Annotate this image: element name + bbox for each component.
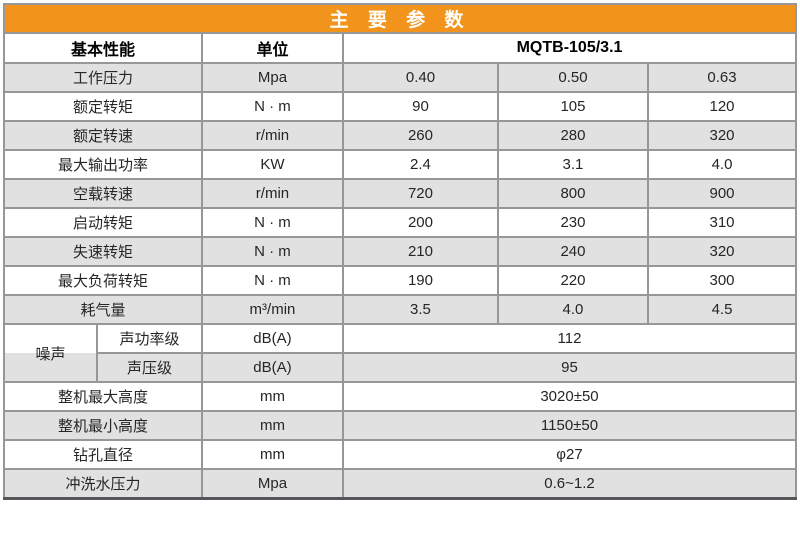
header-unit: 单位 <box>200 32 344 64</box>
noise-group-label: 噪声 <box>2 323 98 383</box>
row-max-machine-height: 整机最大高度 mm 3020±50 <box>2 381 798 412</box>
row-rated-torque: 额定转矩 N · m 90 105 120 <box>2 91 798 122</box>
row-unit: Mpa <box>200 468 344 499</box>
row-label: 启动转矩 <box>2 207 203 238</box>
row-value-2: 3.1 <box>496 149 649 180</box>
row-value-3: 4.0 <box>646 149 798 180</box>
row-label: 工作压力 <box>2 62 203 93</box>
row-label: 额定转速 <box>2 120 203 151</box>
row-value-merged: 3020±50 <box>341 381 798 412</box>
row-rated-speed: 额定转速 r/min 260 280 320 <box>2 120 798 151</box>
table-title: 主 要 参 数 <box>2 3 798 34</box>
row-value-1: 210 <box>341 236 499 267</box>
row-unit: N · m <box>200 207 344 238</box>
row-value-1: 90 <box>341 91 499 122</box>
row-label: 整机最大高度 <box>2 381 203 412</box>
row-flushing-water-pressure: 冲洗水压力 Mpa 0.6~1.2 <box>2 468 798 499</box>
row-value-3: 120 <box>646 91 798 122</box>
row-unit: dB(A) <box>200 323 344 354</box>
row-working-pressure: 工作压力 Mpa 0.40 0.50 0.63 <box>2 62 798 93</box>
row-value-3: 310 <box>646 207 798 238</box>
row-no-load-speed: 空载转速 r/min 720 800 900 <box>2 178 798 209</box>
row-value-2: 800 <box>496 178 649 209</box>
row-value-2: 0.50 <box>496 62 649 93</box>
row-value-3: 320 <box>646 120 798 151</box>
row-noise-sound-pressure: 声压级 dB(A) 95 <box>4 352 798 383</box>
row-unit: N · m <box>200 265 344 296</box>
row-value-2: 240 <box>496 236 649 267</box>
row-air-consumption: 耗气量 m³/min 3.5 4.0 4.5 <box>2 294 798 325</box>
row-label: 额定转矩 <box>2 91 203 122</box>
row-value-merged: 0.6~1.2 <box>341 468 798 499</box>
row-value-2: 220 <box>496 265 649 296</box>
row-starting-torque: 启动转矩 N · m 200 230 310 <box>2 207 798 238</box>
row-unit: m³/min <box>200 294 344 325</box>
row-label: 空载转速 <box>2 178 203 209</box>
row-value-1: 0.40 <box>341 62 499 93</box>
row-sublabel: 声功率级 <box>95 323 203 354</box>
row-drilling-diameter: 钻孔直径 mm φ27 <box>2 439 798 470</box>
parameters-table: 主 要 参 数 基本性能 单位 MQTB-105/3.1 工作压力 Mpa 0.… <box>2 3 798 500</box>
row-max-load-torque: 最大负荷转矩 N · m 190 220 300 <box>2 265 798 296</box>
row-value-2: 280 <box>496 120 649 151</box>
row-value-1: 2.4 <box>341 149 499 180</box>
row-value-3: 0.63 <box>646 62 798 93</box>
row-unit: mm <box>200 410 344 441</box>
row-min-machine-height: 整机最小高度 mm 1150±50 <box>2 410 798 441</box>
row-unit: mm <box>200 381 344 412</box>
row-unit: N · m <box>200 91 344 122</box>
row-value-merged: 95 <box>341 352 798 383</box>
row-value-merged: φ27 <box>341 439 798 470</box>
row-value-3: 300 <box>646 265 798 296</box>
row-value-1: 200 <box>341 207 499 238</box>
row-label: 耗气量 <box>2 294 203 325</box>
row-value-merged: 1150±50 <box>341 410 798 441</box>
row-label: 最大负荷转矩 <box>2 265 203 296</box>
header-model: MQTB-105/3.1 <box>341 32 798 64</box>
row-value-3: 900 <box>646 178 798 209</box>
row-value-1: 190 <box>341 265 499 296</box>
row-label: 冲洗水压力 <box>2 468 203 499</box>
row-value-1: 260 <box>341 120 499 151</box>
row-sublabel: 声压级 <box>95 352 203 383</box>
header-basic-performance: 基本性能 <box>2 32 203 64</box>
row-noise-sound-power: 噪声 声功率级 dB(A) 112 <box>2 323 798 383</box>
row-value-merged: 112 <box>341 323 798 354</box>
table-header-row: 基本性能 单位 MQTB-105/3.1 <box>2 32 798 64</box>
row-stall-torque: 失速转矩 N · m 210 240 320 <box>2 236 798 267</box>
row-unit: KW <box>200 149 344 180</box>
row-value-1: 3.5 <box>341 294 499 325</box>
row-value-1: 720 <box>341 178 499 209</box>
row-value-3: 4.5 <box>646 294 798 325</box>
row-value-3: 320 <box>646 236 798 267</box>
row-label: 整机最小高度 <box>2 410 203 441</box>
row-unit: N · m <box>200 236 344 267</box>
row-value-2: 4.0 <box>496 294 649 325</box>
row-unit: mm <box>200 439 344 470</box>
table-title-row: 主 要 参 数 <box>2 3 798 34</box>
row-value-2: 230 <box>496 207 649 238</box>
row-unit: Mpa <box>200 62 344 93</box>
row-unit: dB(A) <box>200 352 344 383</box>
row-unit: r/min <box>200 120 344 151</box>
row-value-2: 105 <box>496 91 649 122</box>
row-label: 最大输出功率 <box>2 149 203 180</box>
row-unit: r/min <box>200 178 344 209</box>
row-label: 失速转矩 <box>2 236 203 267</box>
row-max-output-power: 最大输出功率 KW 2.4 3.1 4.0 <box>2 149 798 180</box>
row-label: 钻孔直径 <box>2 439 203 470</box>
